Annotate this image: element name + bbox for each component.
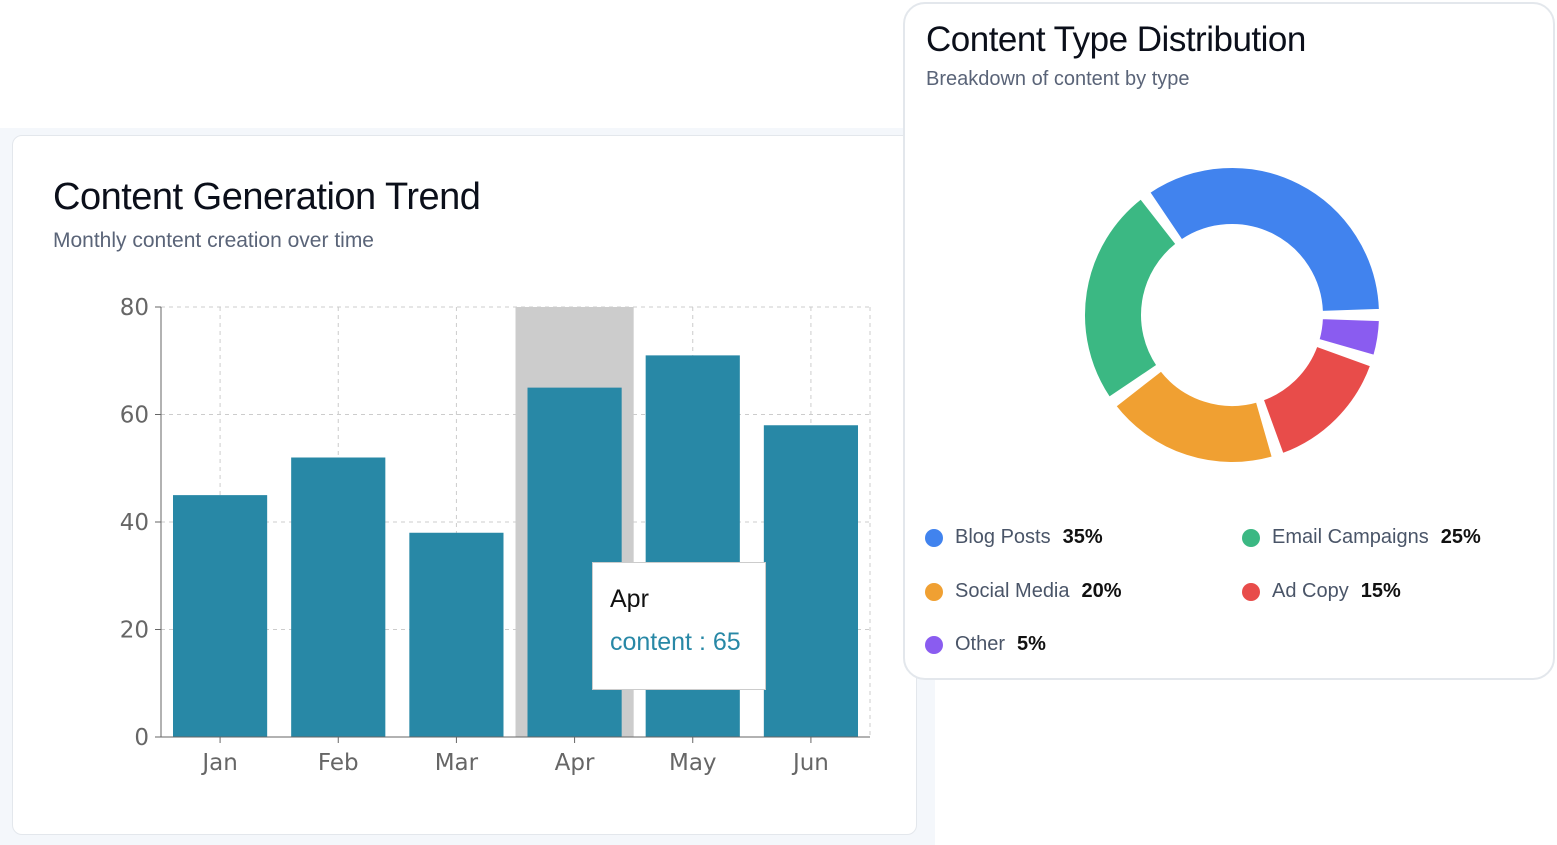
slice-social-media <box>1113 369 1275 464</box>
legend-value: 15% <box>1360 580 1401 602</box>
trend-card: Content Generation Trend Monthly content… <box>12 135 917 835</box>
legend-value: 5% <box>1017 633 1046 655</box>
y-tick-label: 60 <box>120 403 149 429</box>
legend-item: Email Campaigns 25% <box>1242 526 1481 549</box>
chart-tooltip: Apr content : 65 <box>592 562 766 690</box>
legend-item: Social Media 20% <box>925 580 1122 603</box>
bar-feb <box>291 457 386 737</box>
slice-other <box>1317 317 1381 358</box>
y-tick-label: 80 <box>120 295 149 321</box>
x-tick-label: May <box>669 750 717 776</box>
trend-subtitle: Monthly content creation over time <box>53 229 374 252</box>
legend-label: Other <box>955 633 1006 655</box>
legend-value: 35% <box>1062 526 1103 548</box>
tooltip-label: Apr <box>610 585 649 613</box>
legend-value: 25% <box>1440 526 1481 548</box>
distribution-subtitle: Breakdown of content by type <box>926 68 1190 90</box>
slice-ad-copy <box>1261 344 1373 456</box>
legend-dot <box>925 528 943 547</box>
legend-label: Email Campaigns <box>1272 526 1429 548</box>
legend-item: Other 5% <box>925 633 1046 656</box>
slice-email-campaigns <box>1083 196 1178 400</box>
trend-title: Content Generation Trend <box>53 176 481 218</box>
legend-item: Blog Posts 35% <box>925 526 1103 549</box>
x-tick-label: Apr <box>555 750 595 776</box>
y-tick-label: 20 <box>120 618 149 644</box>
legend-label: Social Media <box>955 580 1070 602</box>
y-tick-label: 40 <box>120 510 149 536</box>
x-tick-label: Jun <box>791 750 829 776</box>
legend-value: 20% <box>1081 580 1122 602</box>
x-tick-label: Feb <box>318 750 359 776</box>
distribution-card: Content Type Distribution Breakdown of c… <box>903 2 1555 680</box>
bar-jun <box>763 425 858 737</box>
bar-jan <box>173 495 268 737</box>
legend-label: Ad Copy <box>1272 580 1349 602</box>
legend-dot <box>925 635 943 654</box>
legend-item: Ad Copy 15% <box>1242 580 1401 603</box>
legend-dot <box>1242 582 1260 601</box>
y-tick-label: 0 <box>134 725 149 751</box>
x-tick-label: Mar <box>435 750 479 776</box>
x-tick-label: Jan <box>200 750 237 776</box>
donut-chart[interactable] <box>905 4 1557 504</box>
bar-mar <box>409 532 504 737</box>
legend-dot <box>925 582 943 601</box>
bar-chart[interactable]: 0 20 40 60 80 Jan Feb Mar Apr May Jun <box>13 136 918 836</box>
slice-blog-posts <box>1147 166 1381 313</box>
tooltip-value: content : 65 <box>610 628 741 656</box>
distribution-title: Content Type Distribution <box>926 20 1306 59</box>
legend-label: Blog Posts <box>955 526 1051 548</box>
legend-dot <box>1242 528 1260 547</box>
